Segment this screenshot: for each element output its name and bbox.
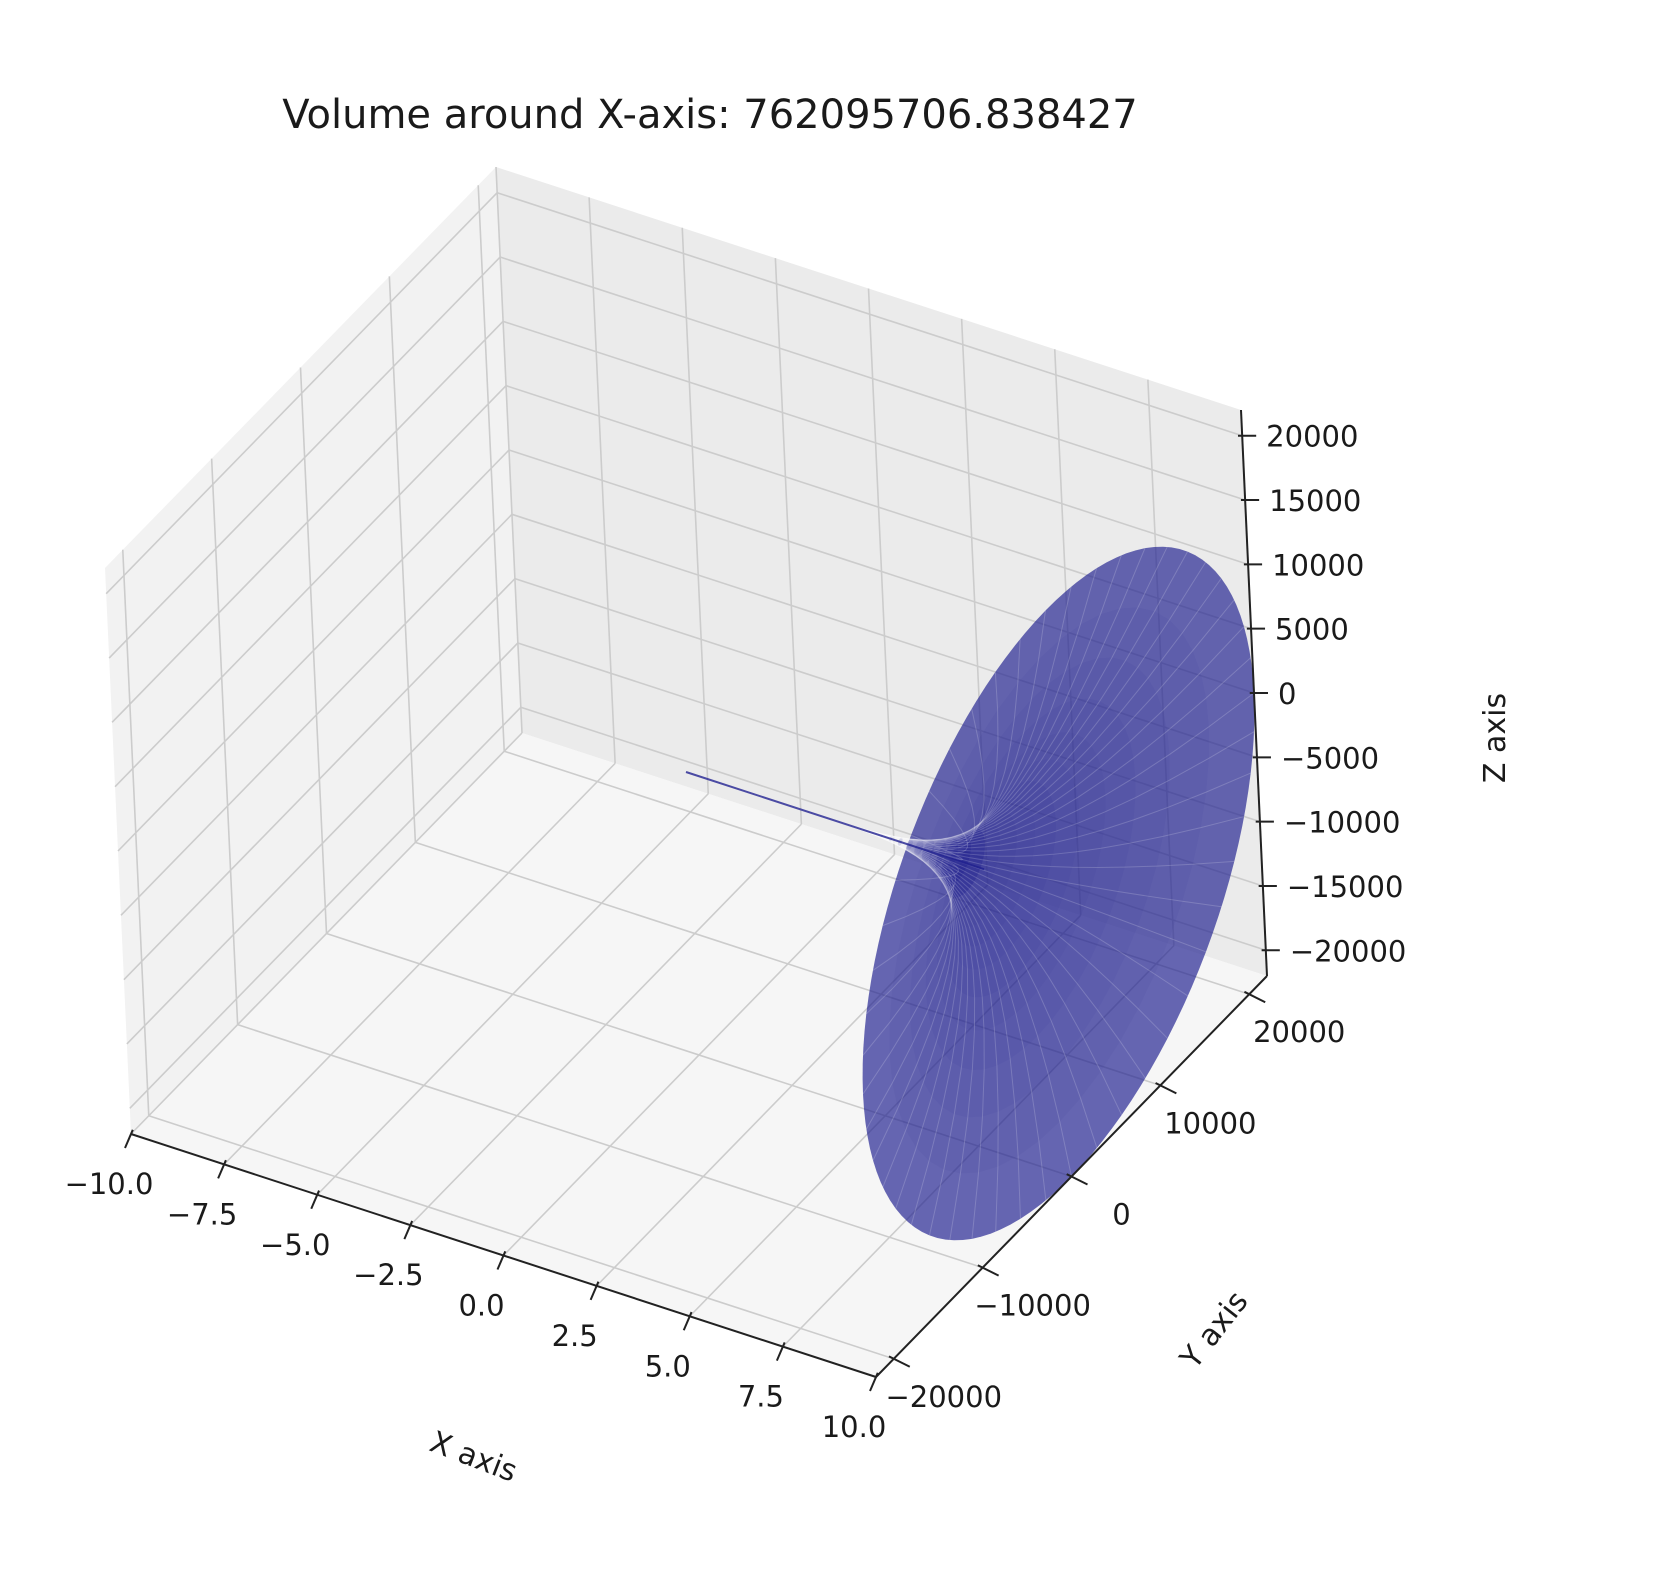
x-tick — [217, 1159, 227, 1179]
z-tick-label: 5000 — [1275, 613, 1349, 647]
z-tick-label: −15000 — [1287, 870, 1404, 904]
chart-title: Volume around X-axis: 762095706.838427 — [282, 92, 1137, 138]
x-tick-label: −2.5 — [353, 1258, 423, 1292]
x-tick-label: −7.5 — [167, 1197, 237, 1231]
gridline-z-side — [105, 192, 498, 595]
x-tick-label: −5.0 — [260, 1228, 330, 1262]
x-tick — [403, 1220, 414, 1240]
y-tick-label: 0 — [1112, 1198, 1130, 1232]
gridline-z-side — [123, 578, 516, 981]
gridline-z-side — [120, 513, 513, 916]
gridline-z-side — [111, 320, 504, 723]
y-tick — [1243, 990, 1266, 1004]
surface-spine — [685, 771, 985, 871]
y-tick — [1066, 1173, 1088, 1186]
x-tick-label: 2.5 — [552, 1319, 598, 1353]
gridline-z-back — [499, 256, 1246, 501]
gridlines — [105, 166, 1268, 1378]
gridline-z-back — [502, 320, 1249, 566]
x-tick — [869, 1372, 879, 1392]
x-tick — [682, 1311, 693, 1331]
tick-labels: −10.0−7.5−5.0−2.50.02.55.07.510.0−20000−… — [65, 420, 1407, 1444]
y-tick-label: 10000 — [1164, 1106, 1256, 1140]
gridline-z-side — [126, 642, 519, 1045]
y-axis-label: Y axis — [1173, 1285, 1255, 1377]
x-tick — [124, 1129, 134, 1149]
z-tick-label: 0 — [1278, 677, 1296, 711]
z-tick-label: −10000 — [1284, 806, 1401, 840]
y-tick — [1155, 1082, 1177, 1095]
x-tick — [310, 1190, 320, 1210]
gridline-y-floor — [237, 1023, 983, 1269]
gridline-z-side — [108, 256, 501, 659]
gridline-z-side — [117, 449, 510, 852]
z-axis-label: Z axis — [1478, 693, 1513, 783]
z-tick-label: 15000 — [1269, 484, 1361, 518]
y-tick — [888, 1355, 911, 1368]
y-tick — [977, 1264, 1000, 1277]
z-tick-label: −5000 — [1281, 741, 1379, 775]
gridline-z-side — [114, 385, 507, 788]
revolution-surface — [685, 546, 1255, 1241]
y-tick-label: 20000 — [1253, 1015, 1345, 1049]
y-tick-label: −20000 — [885, 1380, 1002, 1414]
x-tick-label: −10.0 — [65, 1167, 154, 1201]
z-tick-label: 10000 — [1272, 548, 1364, 582]
x-axis-label: X axis — [425, 1425, 522, 1490]
surface-mouth — [862, 546, 1255, 1241]
gridline-y-floor — [148, 1115, 895, 1360]
z-tick-label: −20000 — [1290, 934, 1407, 968]
x-tick-label: 5.0 — [645, 1349, 691, 1383]
x-tick — [496, 1250, 507, 1270]
x-tick-label: 10.0 — [822, 1410, 887, 1444]
gridline-z-side — [129, 706, 522, 1109]
x-tick — [589, 1281, 600, 1301]
x-tick — [775, 1342, 786, 1362]
x-tick-label: 7.5 — [738, 1380, 784, 1414]
y-tick-label: −10000 — [974, 1289, 1091, 1323]
gridline-z-back — [496, 191, 1243, 437]
axis-lines — [124, 409, 1280, 1392]
x-tick-label: 0.0 — [458, 1289, 504, 1323]
z-tick-label: 20000 — [1266, 420, 1358, 454]
